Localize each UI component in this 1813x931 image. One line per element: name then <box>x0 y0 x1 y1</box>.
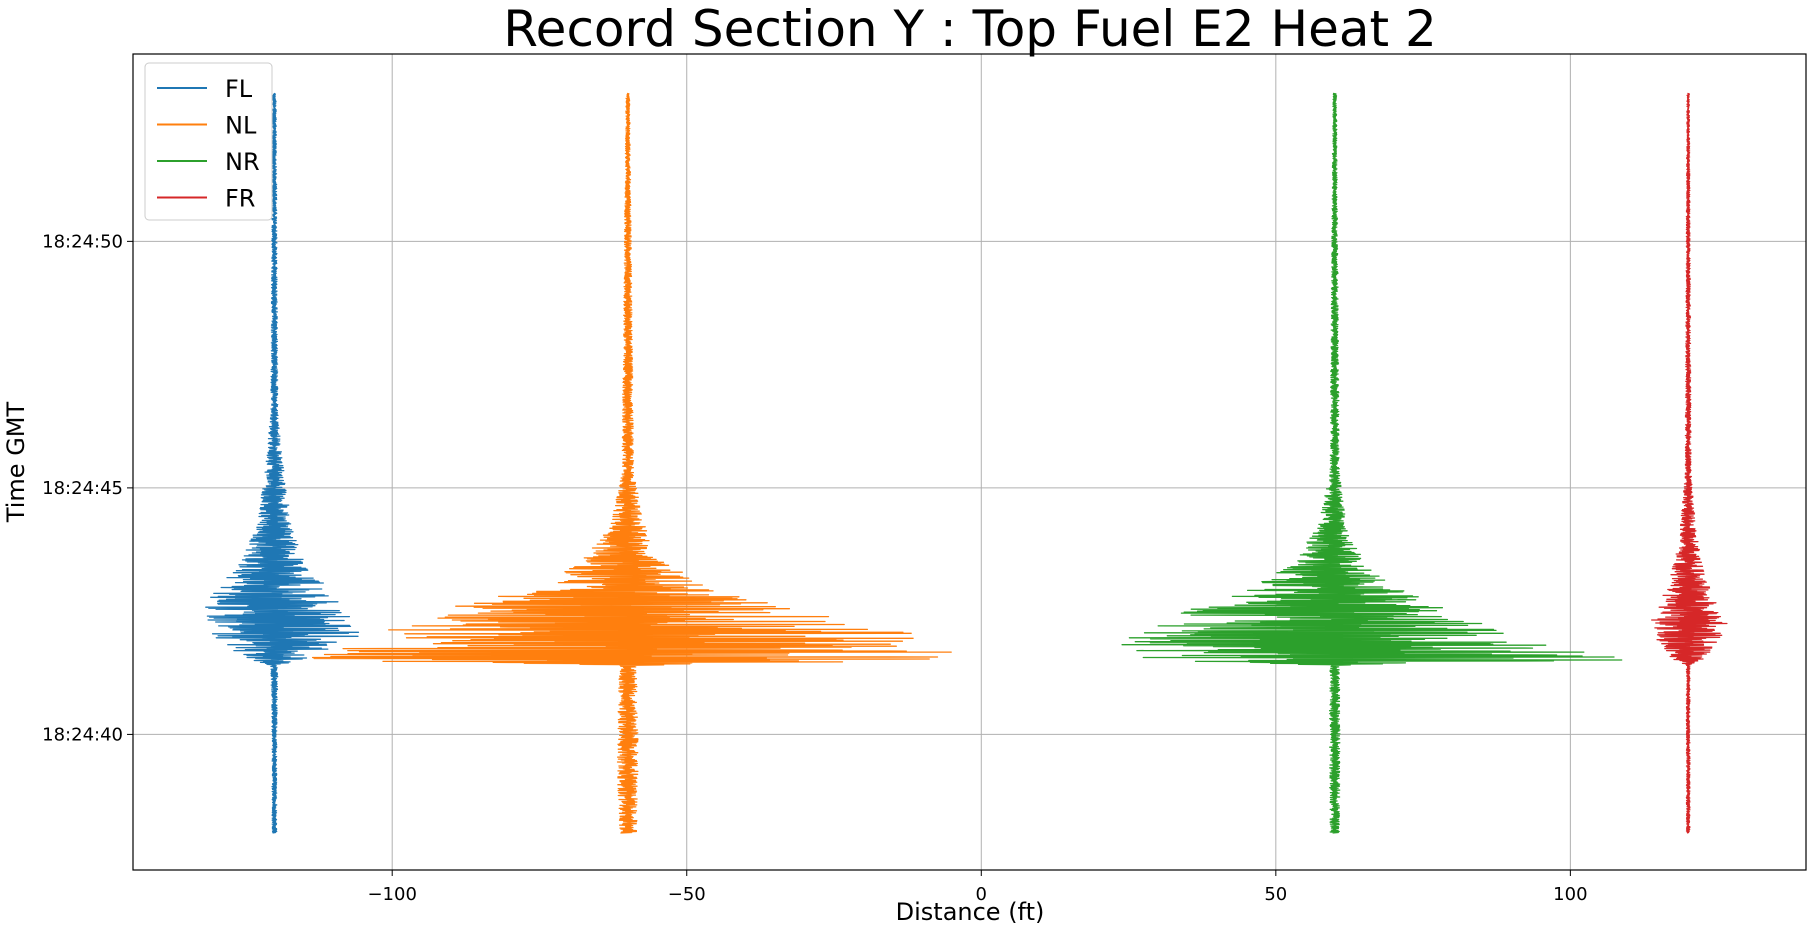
x-axis-ticks: −100 −50 0 50 100 <box>367 870 1588 905</box>
legend-label-fl: FL <box>225 75 253 103</box>
legend-label-fr: FR <box>225 185 255 213</box>
series-layer <box>205 92 1728 834</box>
legend-label-nl: NL <box>225 112 257 140</box>
x-tick-label: −50 <box>668 884 706 905</box>
legend-label-nr: NR <box>225 148 260 176</box>
x-tick-label: 0 <box>976 884 987 905</box>
series-line-nr <box>1121 92 1623 834</box>
y-tick-label: 18:24:45 <box>42 478 123 499</box>
y-tick-label: 18:24:50 <box>42 231 123 252</box>
x-axis-label: Distance (ft) <box>896 898 1045 926</box>
series-line-fr <box>1651 92 1728 834</box>
series-line-fl <box>205 92 360 834</box>
legend: FL NL NR FR <box>144 62 273 221</box>
plot-frame <box>132 53 1807 871</box>
x-tick-label: −100 <box>367 884 416 905</box>
y-axis-ticks: 18:24:40 18:24:45 18:24:50 <box>42 231 133 745</box>
grid <box>133 54 1806 870</box>
x-tick-label: 50 <box>1264 884 1287 905</box>
legend-box <box>144 62 273 221</box>
series-line-nl <box>311 92 952 834</box>
y-axis-label: Time GMT <box>2 401 30 523</box>
y-tick-label: 18:24:40 <box>42 724 123 745</box>
chart-title: Record Section Y : Top Fuel E2 Heat 2 <box>503 0 1437 58</box>
x-tick-label: 100 <box>1553 884 1587 905</box>
